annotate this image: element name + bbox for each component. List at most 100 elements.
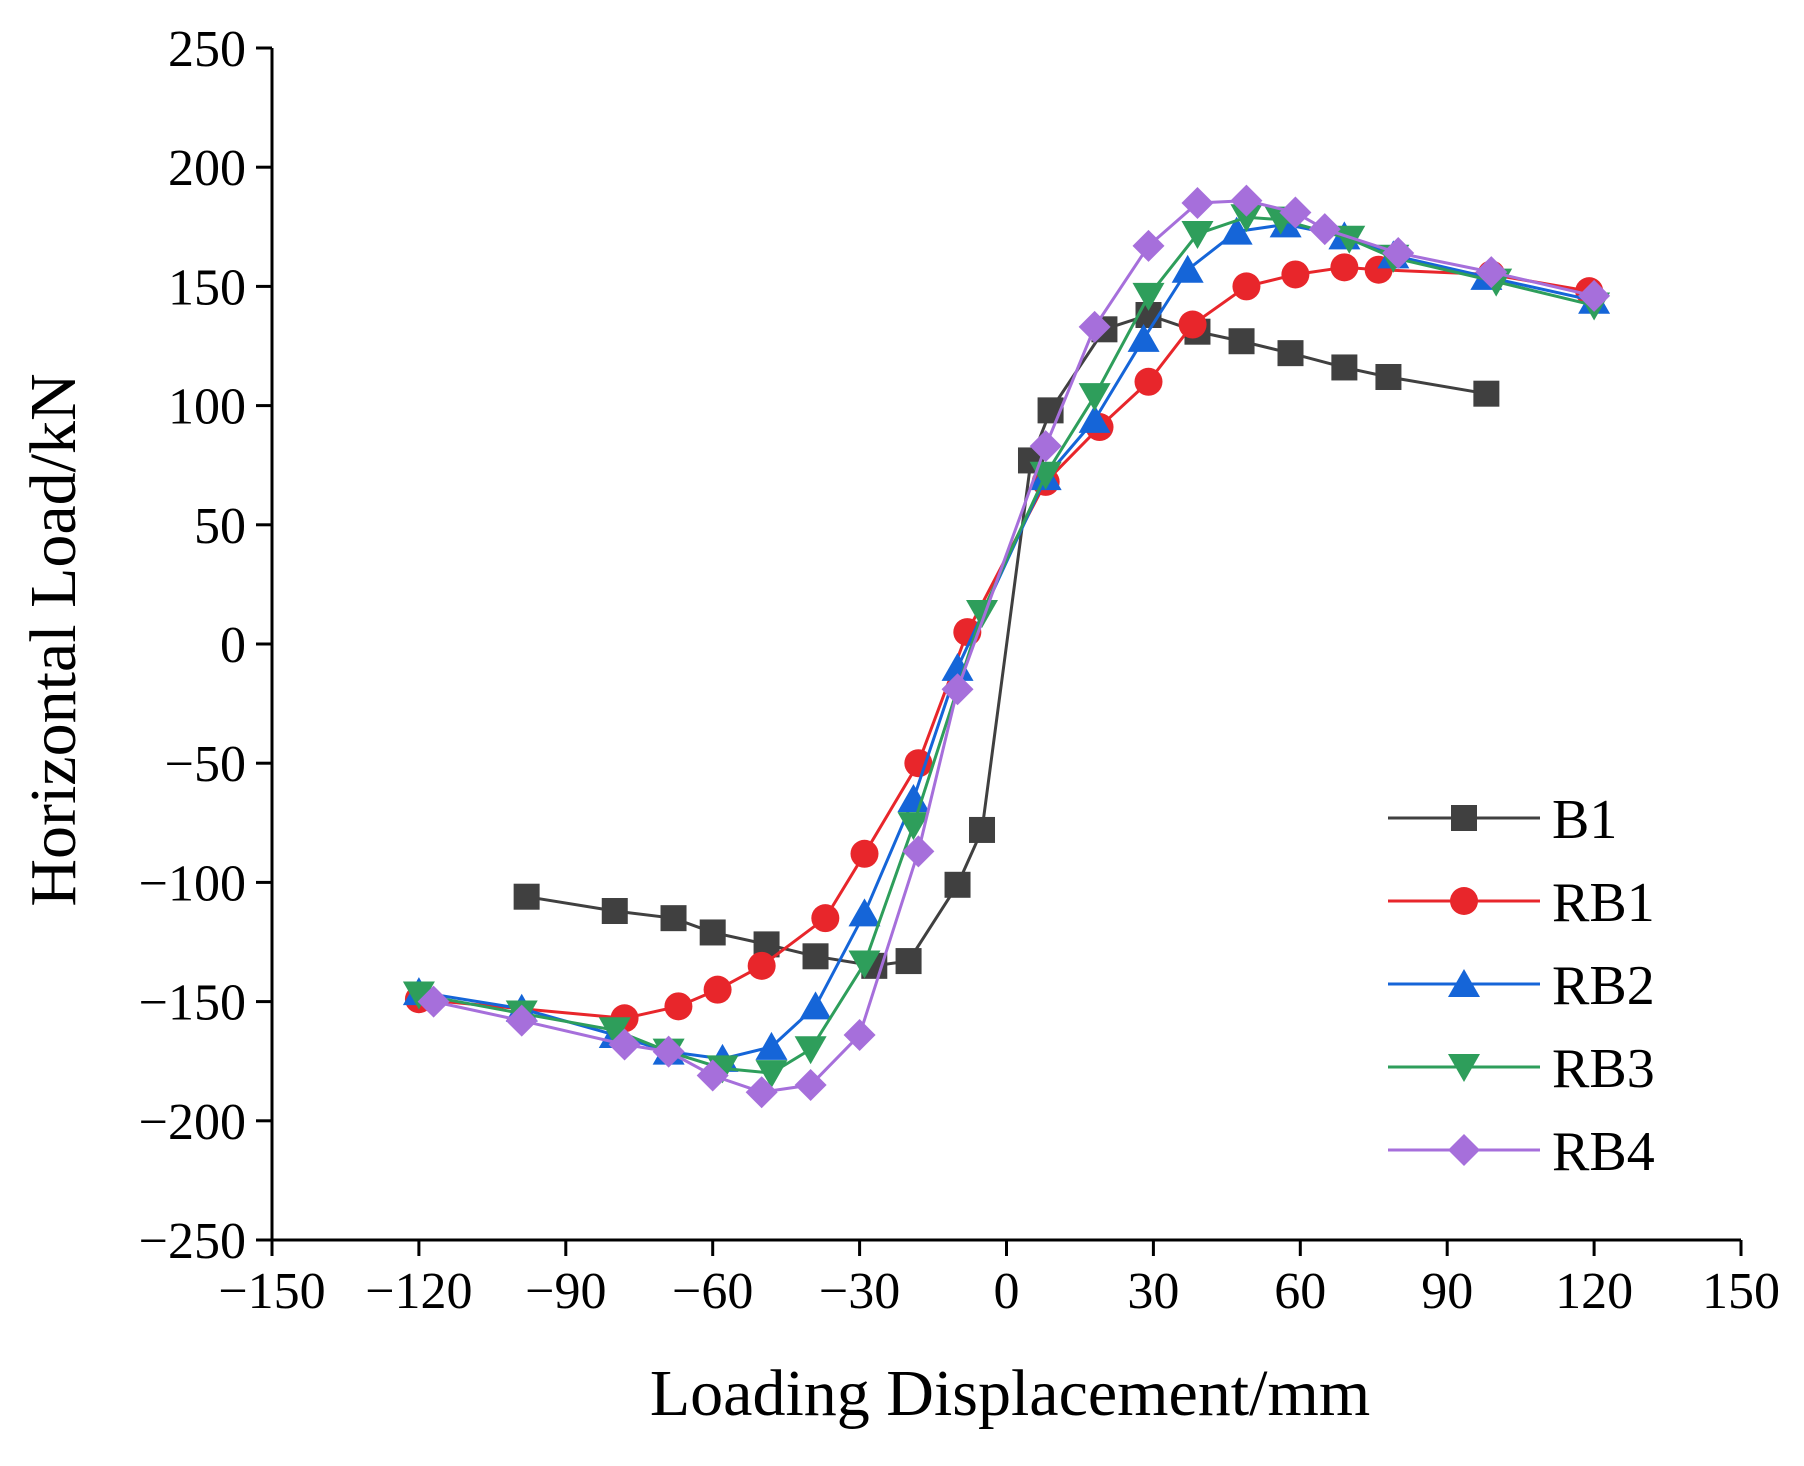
series-rb4-point bbox=[1230, 184, 1263, 217]
series-rb4-point bbox=[417, 985, 450, 1018]
series-b1-point bbox=[1228, 328, 1255, 355]
y-tick-label: 0 bbox=[220, 617, 246, 674]
x-tick-label: −150 bbox=[218, 1263, 325, 1320]
series-rb3-point bbox=[1333, 225, 1366, 254]
x-tick-label: −120 bbox=[365, 1263, 472, 1320]
x-tick-label: 90 bbox=[1421, 1263, 1473, 1320]
series-rb1-point bbox=[664, 992, 693, 1021]
series-rb3-point bbox=[755, 1060, 788, 1089]
series-rb4-point bbox=[1382, 237, 1415, 270]
legend-item-rb3: RB3 bbox=[1388, 1038, 1655, 1100]
series-rb1-point bbox=[747, 951, 776, 980]
legend-item-rb4: RB4 bbox=[1388, 1121, 1655, 1183]
series-rb4-point bbox=[941, 673, 974, 706]
series-rb1-point bbox=[850, 839, 879, 868]
x-tick-label: 120 bbox=[1555, 1263, 1633, 1320]
series-rb1-point bbox=[811, 904, 840, 933]
series-rb1-point bbox=[1178, 310, 1207, 339]
series-rb2-point bbox=[1220, 216, 1253, 245]
series-b1-point bbox=[1473, 380, 1500, 407]
series-rb1-point bbox=[1134, 367, 1163, 396]
y-tick-label: −50 bbox=[165, 736, 246, 793]
series-b1-point bbox=[944, 871, 971, 898]
y-tick-label: −150 bbox=[139, 975, 246, 1032]
legend-marker-rb3 bbox=[1448, 1054, 1480, 1082]
legend-marker-b1 bbox=[1451, 805, 1477, 831]
x-axis-title: Loading Displacement/mm bbox=[650, 1357, 1370, 1430]
series-rb3-point bbox=[848, 950, 881, 979]
legend: B1 RB1 RB2 RB3 RB4 bbox=[1388, 789, 1655, 1183]
x-tick-label: 150 bbox=[1702, 1263, 1780, 1320]
series-rb3-point bbox=[1181, 220, 1214, 249]
series-rb1-point bbox=[1232, 272, 1261, 301]
series-rb2-point bbox=[1078, 404, 1111, 433]
series-rb4-point bbox=[745, 1076, 778, 1109]
legend-marker-rb1 bbox=[1450, 887, 1478, 915]
y-tick-label: 50 bbox=[194, 498, 246, 555]
series-rb1-point bbox=[1330, 253, 1359, 282]
legend-label-rb3: RB3 bbox=[1552, 1038, 1655, 1100]
series-rb4-point bbox=[1308, 213, 1341, 246]
legend-item-rb2: RB2 bbox=[1388, 955, 1655, 1017]
series-rb4-point bbox=[1181, 186, 1214, 219]
series-layer bbox=[402, 184, 1611, 1109]
series-rb3-point bbox=[1230, 204, 1263, 233]
series-rb2-point bbox=[848, 898, 881, 927]
y-tick-label: 100 bbox=[168, 379, 246, 436]
series-b1-point bbox=[969, 816, 996, 843]
series-rb4-point bbox=[608, 1028, 641, 1061]
series-rb3-point bbox=[966, 600, 999, 629]
x-tick-label: −60 bbox=[672, 1263, 753, 1320]
legend-item-b1: B1 bbox=[1388, 789, 1617, 851]
series-rb4-point bbox=[1578, 279, 1611, 312]
series-rb3-point bbox=[1132, 282, 1165, 311]
y-tick-label: −200 bbox=[139, 1094, 246, 1151]
x-tick-label: 30 bbox=[1127, 1263, 1179, 1320]
series-b1-point bbox=[1375, 363, 1402, 390]
series-b1-point bbox=[1277, 340, 1304, 367]
series-rb2-point bbox=[755, 1031, 788, 1060]
series-rb1-point bbox=[904, 749, 933, 778]
series-rb4-line bbox=[433, 199, 1595, 1094]
series-rb3-point bbox=[402, 981, 435, 1010]
legend-label-rb1: RB1 bbox=[1552, 872, 1655, 934]
series-rb4-point bbox=[505, 1004, 538, 1037]
series-rb4-point bbox=[1475, 256, 1508, 289]
series-rb4-point bbox=[1078, 310, 1111, 343]
series-rb4-point bbox=[1279, 196, 1312, 229]
legend-item-rb1: RB1 bbox=[1388, 872, 1655, 934]
series-b1 bbox=[513, 302, 1500, 979]
series-rb1-point bbox=[703, 975, 732, 1004]
series-rb4-point bbox=[794, 1069, 827, 1102]
series-rb2-point bbox=[799, 991, 832, 1020]
x-tick-label: 60 bbox=[1274, 1263, 1326, 1320]
y-tick-label: 250 bbox=[168, 21, 246, 78]
series-b1-point bbox=[802, 943, 829, 970]
legend-label-b1: B1 bbox=[1552, 789, 1617, 851]
series-b1-point bbox=[513, 883, 540, 910]
x-tick-label: 0 bbox=[994, 1263, 1020, 1320]
series-rb2-point bbox=[941, 652, 974, 681]
axes: −150 −120 −90 −60 −30 0 30 60 90 120 150 −250 −200 −1… bbox=[139, 21, 1780, 1320]
y-axis-title: Horizontal Load/kN bbox=[17, 373, 90, 906]
series-b1-point bbox=[1331, 354, 1358, 381]
series-rb4-point bbox=[652, 1035, 685, 1068]
series-rb3-point bbox=[598, 1017, 631, 1046]
series-rb4-point bbox=[1132, 229, 1165, 262]
series-rb4-point bbox=[902, 835, 935, 868]
y-tick-label: 200 bbox=[168, 140, 246, 197]
series-rb1 bbox=[404, 253, 1604, 1033]
series-rb1-point bbox=[1281, 260, 1310, 289]
series-b1-line bbox=[526, 313, 1487, 968]
series-rb2-point bbox=[1127, 323, 1160, 352]
legend-marker-rb4 bbox=[1448, 1134, 1480, 1166]
series-rb3-point bbox=[1078, 383, 1111, 412]
series-rb4-point bbox=[843, 1018, 876, 1051]
series-b1-point bbox=[601, 898, 628, 925]
series-b1-point bbox=[660, 905, 687, 932]
y-tick-label: −100 bbox=[139, 855, 246, 912]
series-rb4-point bbox=[696, 1059, 729, 1092]
series-rb2-point bbox=[1171, 254, 1204, 283]
legend-label-rb2: RB2 bbox=[1552, 955, 1655, 1017]
